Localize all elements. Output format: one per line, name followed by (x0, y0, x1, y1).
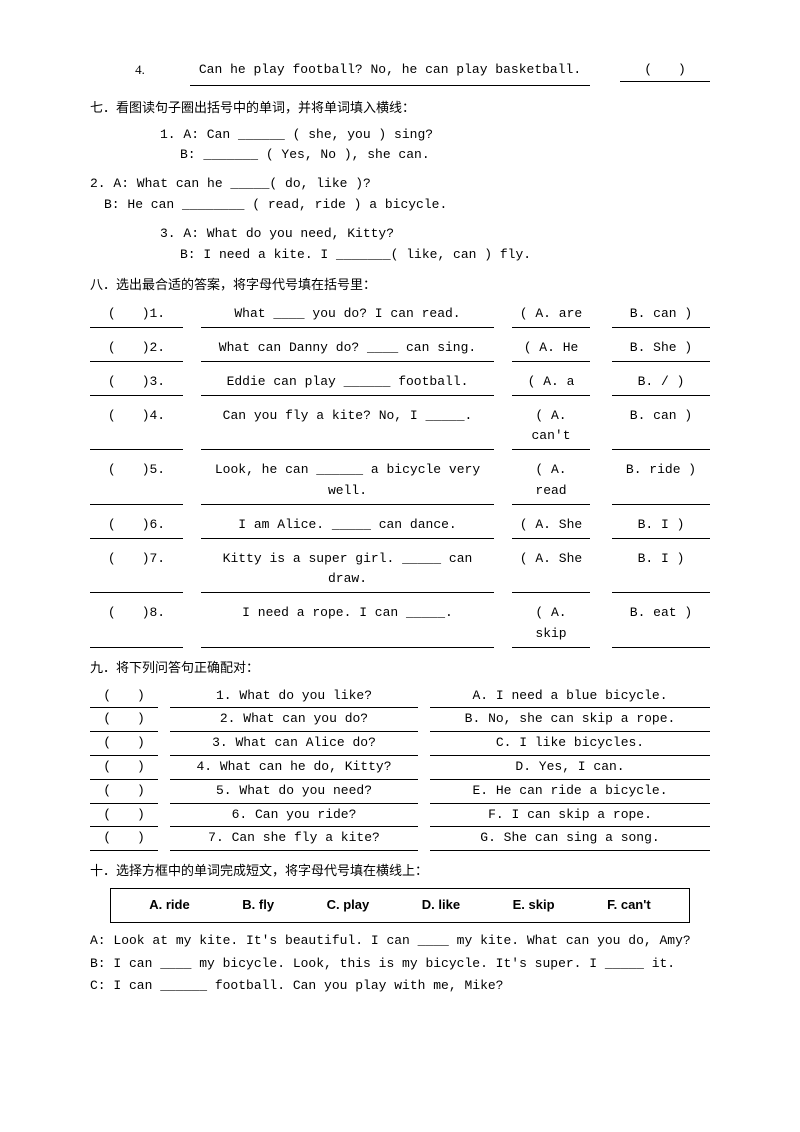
sec8-opt-b: B. can ) (612, 404, 710, 451)
sec9-paren[interactable]: ( ) (90, 780, 158, 804)
sec9-row: ( ) 5. What do you need? E. He can ride a … (90, 780, 710, 804)
q4-text: Can he play football? No, he can play ba… (190, 60, 590, 86)
sec8-row: ( )3. Eddie can play ______ football. ( A.… (90, 370, 710, 396)
sec8-question: Kitty is a super girl. _____ can draw. (201, 547, 494, 594)
sec8-opt-b: B. She ) (612, 336, 710, 362)
sec9-answer: F. I can skip a rope. (430, 804, 710, 828)
sec8-opt-a: ( A. She (512, 547, 590, 594)
sec8-opt-a: ( A. skip (512, 601, 590, 648)
sec9-question: 7. Can she fly a kite? (170, 827, 418, 851)
question-4-row: 4. Can he play football? No, he can play… (90, 60, 710, 86)
sec9-paren[interactable]: ( ) (90, 708, 158, 732)
sec7-q2b: B: He can ________ ( read, ride ) a bicy… (104, 195, 710, 216)
sec8-row: ( )4. Can you fly a kite? No, I _____. ( A… (90, 404, 710, 451)
section-9-body: ( ) 1. What do you like? A. I need a blue … (90, 685, 710, 852)
sec8-row: ( )8. I need a rope. I can _____. ( A. ski… (90, 601, 710, 648)
sec8-num[interactable]: ( )2. (90, 336, 183, 362)
sec8-question: I am Alice. _____ can dance. (201, 513, 494, 539)
sec8-question: Can you fly a kite? No, I _____. (201, 404, 494, 451)
sec8-row: ( )2. What can Danny do? ____ can sing. ( … (90, 336, 710, 362)
sec9-answer: C. I like bicycles. (430, 732, 710, 756)
sec9-question: 1. What do you like? (170, 685, 418, 709)
sec8-opt-a: ( A. She (512, 513, 590, 539)
sec8-question: What ____ you do? I can read. (201, 302, 494, 328)
section-7-heading: 七．看图读句子圈出括号中的单词，并将单词填入横线： (90, 98, 710, 119)
sec8-row: ( )7. Kitty is a super girl. _____ can dr… (90, 547, 710, 594)
sec9-row: ( ) 1. What do you like? A. I need a blue … (90, 685, 710, 709)
sec9-question: 2. What can you do? (170, 708, 418, 732)
sec8-opt-b: B. I ) (612, 513, 710, 539)
section-9-heading: 九．将下列问答句正确配对： (90, 658, 710, 679)
sec9-row: ( ) 4. What can he do, Kitty? D. Yes, I ca… (90, 756, 710, 780)
sec8-question: Eddie can play ______ football. (201, 370, 494, 396)
sec8-question: What can Danny do? ____ can sing. (201, 336, 494, 362)
word-f: F. can't (607, 895, 651, 916)
section-10-heading: 十．选择方框中的单词完成短文，将字母代号填在横线上： (90, 861, 710, 882)
sec8-num[interactable]: ( )1. (90, 302, 183, 328)
sec7-q3b: B: I need a kite. I _______( like, can )… (180, 245, 710, 266)
word-d: D. like (422, 895, 460, 916)
sec8-opt-a: ( A. can't (512, 404, 590, 451)
sec8-opt-a: ( A. read (512, 458, 590, 505)
sec9-answer: A. I need a blue bicycle. (430, 685, 710, 709)
sec10-line-b: B: I can ____ my bicycle. Look, this is … (90, 954, 710, 975)
sec7-q3a: 3. A: What do you need, Kitty? (160, 224, 710, 245)
sec8-opt-b: B. can ) (612, 302, 710, 328)
sec9-row: ( ) 3. What can Alice do? C. I like bicycl… (90, 732, 710, 756)
sec9-answer: D. Yes, I can. (430, 756, 710, 780)
sec9-paren[interactable]: ( ) (90, 732, 158, 756)
sec8-num[interactable]: ( )3. (90, 370, 183, 396)
sec8-opt-a: ( A. He (512, 336, 590, 362)
sec8-opt-b: B. I ) (612, 547, 710, 594)
sec9-row: ( ) 2. What can you do? B. No, she can ski… (90, 708, 710, 732)
sec8-opt-b: B. / ) (612, 370, 710, 396)
word-bank-box: A. ride B. fly C. play D. like E. skip F… (110, 888, 690, 923)
sec8-opt-a: ( A. are (512, 302, 590, 328)
sec8-num[interactable]: ( )7. (90, 547, 183, 594)
sec8-opt-b: B. eat ) (612, 601, 710, 648)
sec8-opt-a: ( A. a (512, 370, 590, 396)
sec9-paren[interactable]: ( ) (90, 827, 158, 851)
sec9-row: ( ) 6. Can you ride? F. I can skip a rope. (90, 804, 710, 828)
word-a: A. ride (149, 895, 189, 916)
sec8-num[interactable]: ( )5. (90, 458, 183, 505)
word-c: C. play (327, 895, 370, 916)
sec8-num[interactable]: ( )6. (90, 513, 183, 539)
sec7-q1b: B: _______ ( Yes, No ), she can. (180, 145, 710, 166)
sec7-q2a: 2. A: What can he _____( do, like )? (90, 174, 710, 195)
sec9-paren[interactable]: ( ) (90, 804, 158, 828)
section-8-body: ( )1. What ____ you do? I can read. ( A. a… (90, 302, 710, 648)
sec9-question: 5. What do you need? (170, 780, 418, 804)
sec10-line-c: C: I can ______ football. Can you play w… (90, 976, 710, 997)
sec8-row: ( )1. What ____ you do? I can read. ( A. a… (90, 302, 710, 328)
sec9-answer: E. He can ride a bicycle. (430, 780, 710, 804)
q4-paren[interactable]: ( ) (620, 60, 710, 82)
q4-number: 4. (90, 60, 190, 81)
sec9-answer: B. No, she can skip a rope. (430, 708, 710, 732)
sec10-line-a: A: Look at my kite. It's beautiful. I ca… (90, 931, 710, 952)
sec8-row: ( )6. I am Alice. _____ can dance. ( A. Sh… (90, 513, 710, 539)
word-e: E. skip (513, 895, 555, 916)
sec8-question: Look, he can ______ a bicycle very well. (201, 458, 494, 505)
sec9-question: 4. What can he do, Kitty? (170, 756, 418, 780)
sec8-num[interactable]: ( )4. (90, 404, 183, 451)
sec8-opt-b: B. ride ) (612, 458, 710, 505)
word-b: B. fly (242, 895, 274, 916)
sec8-num[interactable]: ( )8. (90, 601, 183, 648)
sec8-question: I need a rope. I can _____. (201, 601, 494, 648)
sec9-paren[interactable]: ( ) (90, 685, 158, 709)
sec9-answer: G. She can sing a song. (430, 827, 710, 851)
sec8-row: ( )5. Look, he can ______ a bicycle very … (90, 458, 710, 505)
sec9-question: 3. What can Alice do? (170, 732, 418, 756)
sec9-paren[interactable]: ( ) (90, 756, 158, 780)
sec7-q1a: 1. A: Can ______ ( she, you ) sing? (160, 125, 710, 146)
sec9-row: ( ) 7. Can she fly a kite? G. She can sing… (90, 827, 710, 851)
sec9-question: 6. Can you ride? (170, 804, 418, 828)
section-8-heading: 八．选出最合适的答案，将字母代号填在括号里： (90, 275, 710, 296)
